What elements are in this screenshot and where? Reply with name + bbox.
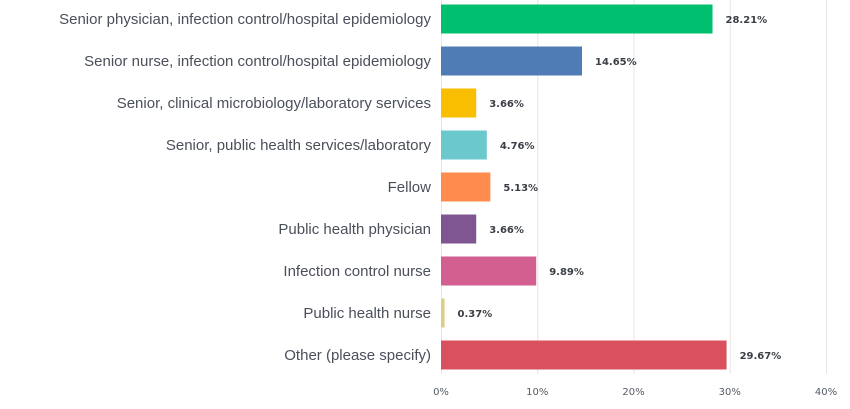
category-label: Fellow (388, 179, 432, 196)
category-label: Senior, clinical microbiology/laboratory… (117, 95, 431, 112)
bar (441, 256, 537, 286)
bar (441, 172, 491, 202)
value-labels: 28.21% 14.65% 3.66% 4.76% 5.13% 3.66% 9.89% 0.3… (458, 15, 782, 362)
x-tick-label: 20% (622, 387, 644, 398)
bar (441, 130, 487, 160)
data-label: 3.66% (489, 99, 524, 110)
data-label: 9.89% (549, 267, 584, 278)
x-tick-label: 0% (433, 387, 449, 398)
x-tick-label: 30% (719, 387, 741, 398)
bar (441, 298, 445, 328)
x-tick-label: 10% (526, 387, 548, 398)
data-label: 28.21% (726, 15, 768, 26)
data-label: 29.67% (740, 351, 782, 362)
category-label: Infection control nurse (283, 263, 431, 280)
data-label: 4.76% (500, 141, 535, 152)
data-label: 5.13% (503, 183, 538, 194)
category-label: Other (please specify) (284, 347, 431, 364)
bars (441, 4, 727, 370)
category-label: Public health physician (278, 221, 431, 238)
data-label: 14.65% (595, 57, 637, 68)
bar (441, 340, 727, 370)
data-label: 0.37% (458, 309, 493, 320)
bar (441, 46, 583, 76)
bar (441, 4, 713, 34)
bar (441, 214, 477, 244)
data-label: 3.66% (489, 225, 524, 236)
x-axis-ticks: 0% 10% 20% 30% 40% (433, 387, 837, 398)
category-labels: Senior physician, infection control/hosp… (59, 11, 431, 364)
category-label: Senior, public health services/laborator… (166, 137, 432, 154)
category-label: Senior physician, infection control/hosp… (59, 11, 431, 28)
x-tick-label: 40% (815, 387, 837, 398)
category-label: Senior nurse, infection control/hospital… (84, 53, 431, 70)
bar (441, 88, 477, 118)
category-label: Public health nurse (303, 305, 431, 322)
